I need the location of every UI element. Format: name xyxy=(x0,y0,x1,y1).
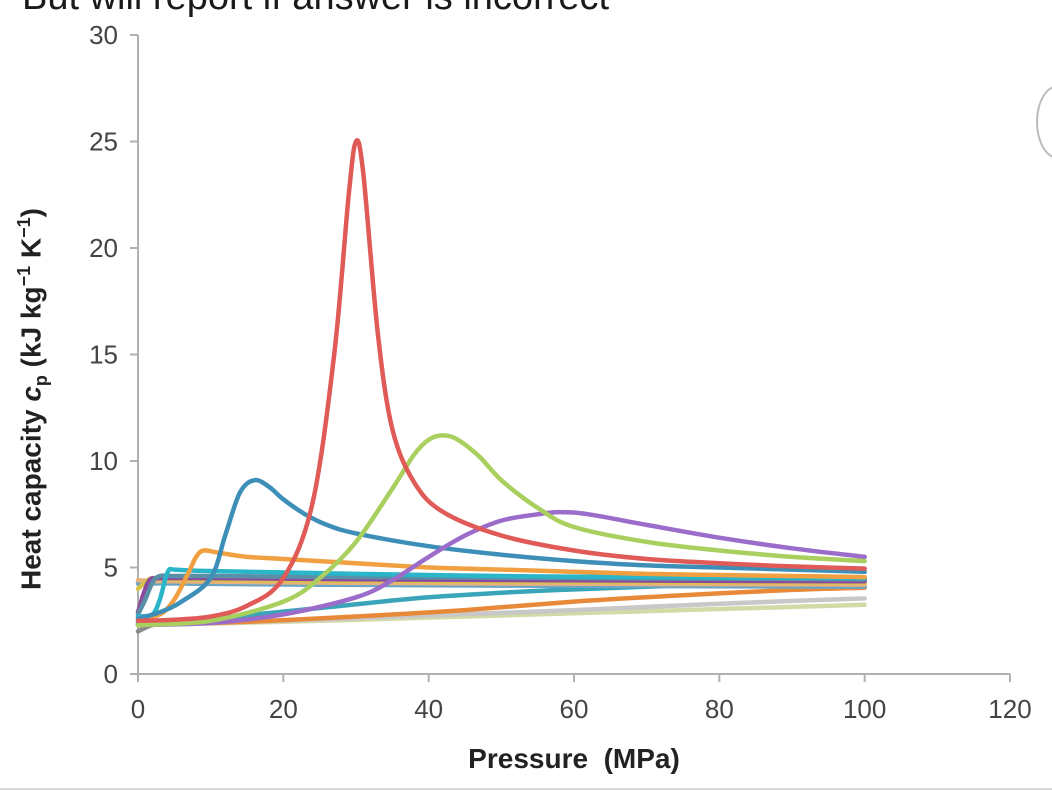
y-axis-title-unit-close: ) xyxy=(15,208,47,218)
y-tick-label: 5 xyxy=(104,553,118,583)
y-axis-title-symbol: c xyxy=(15,386,47,402)
y-tick-label: 25 xyxy=(89,127,118,157)
y-axis-title-unit-mid: K xyxy=(15,237,47,266)
x-tick-label: 20 xyxy=(269,694,298,724)
y-axis-title: Heat capacity cp (kJ kg−1 K−1) xyxy=(14,208,52,590)
series-line-4 xyxy=(135,477,867,621)
x-tick-label: 60 xyxy=(560,694,589,724)
series-line-1 xyxy=(135,138,867,624)
y-axis-title-subscript: p xyxy=(30,375,51,387)
y-tick-label: 0 xyxy=(104,659,118,689)
y-tick-label: 30 xyxy=(89,20,118,50)
x-axis-title: Pressure (MPa) xyxy=(468,743,680,774)
x-tick-label: 40 xyxy=(414,694,443,724)
x-tick-label: 80 xyxy=(705,694,734,724)
y-tick-label: 20 xyxy=(89,233,118,263)
bottom-divider xyxy=(0,788,1052,790)
y-axis-title-sup1: −1 xyxy=(14,265,34,287)
series-layer xyxy=(135,138,867,634)
y-axis-title-unit-open: (kJ kg xyxy=(15,286,47,376)
x-tick-label: 120 xyxy=(988,694,1031,724)
y-tick-label: 10 xyxy=(89,446,118,476)
series-line-13 xyxy=(135,585,867,628)
tick-labels: 0 5 10 15 20 25 30 0 20 40 60 80 100 120 xyxy=(89,20,1032,724)
x-tick-label: 100 xyxy=(843,694,886,724)
y-axis-title-sup2: −1 xyxy=(14,217,34,238)
series-line-2 xyxy=(135,433,867,628)
series-line-3 xyxy=(135,509,867,628)
y-tick-label: 15 xyxy=(89,340,118,370)
series-line-5 xyxy=(135,548,867,621)
cropped-top-text: But will report if answer is incorrect xyxy=(22,0,609,19)
axes xyxy=(130,34,1011,682)
x-tick-label: 0 xyxy=(131,694,145,724)
y-axis-title-prefix: Heat capacity xyxy=(15,401,47,590)
